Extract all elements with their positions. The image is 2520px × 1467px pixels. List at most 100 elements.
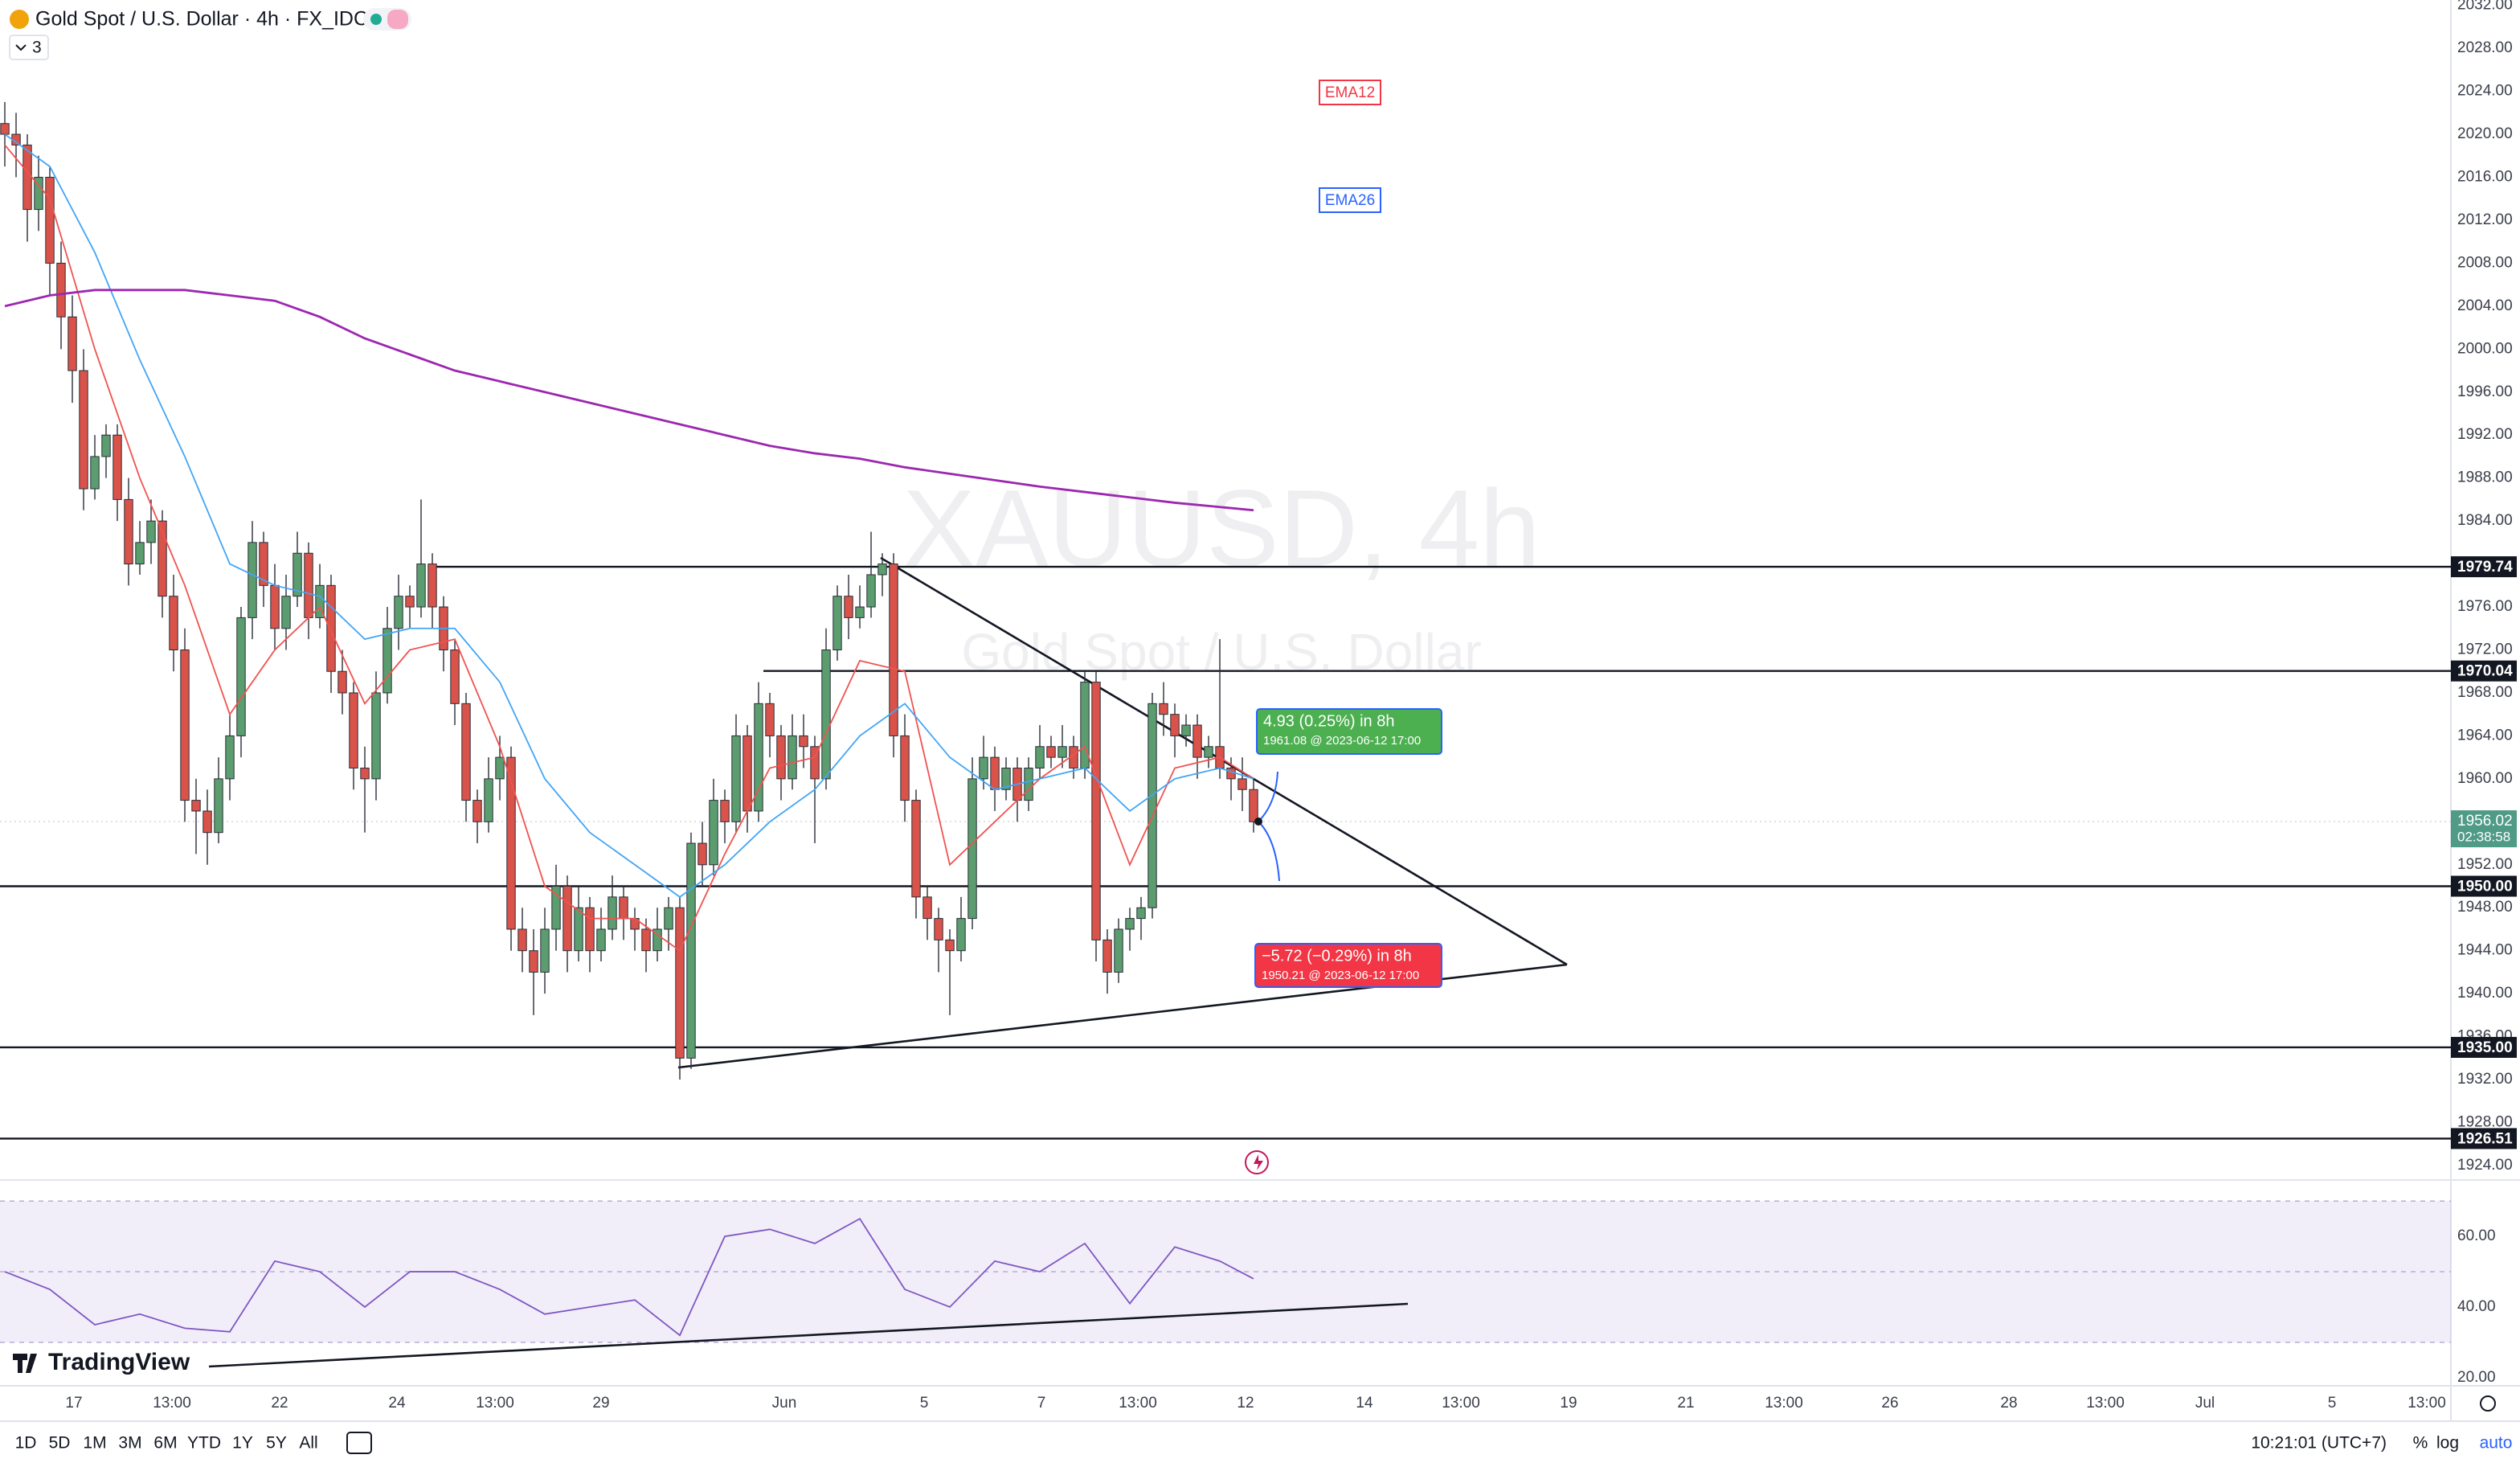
candle-body [855, 606, 865, 618]
candle-body [1001, 768, 1011, 790]
candle-body [956, 918, 966, 952]
symbol-title[interactable]: Gold Spot / U.S. Dollar · 4h · FX_IDC [35, 8, 368, 31]
candle-body [45, 177, 55, 264]
indicator-toggle[interactable] [9, 35, 49, 60]
price-tick-label: 1928.00 [2457, 1114, 2513, 1131]
candle-body [765, 703, 775, 736]
candle-body [1114, 928, 1123, 973]
range-button[interactable]: All [299, 1434, 317, 1453]
range-button[interactable]: 1D [15, 1434, 37, 1453]
range-button[interactable]: YTD [187, 1434, 221, 1453]
candle-body [360, 768, 370, 780]
candle-body [484, 778, 493, 822]
last-price-box [2451, 810, 2517, 848]
price-tick-label: 2016.00 [2457, 169, 2513, 186]
range-button[interactable]: 1Y [232, 1434, 253, 1453]
candle-body [540, 928, 550, 973]
time-tick-label: 26 [1881, 1395, 1898, 1412]
log-toggle[interactable]: log [2436, 1434, 2459, 1453]
candle-body [1181, 724, 1191, 736]
candle-body [326, 584, 336, 672]
candle-body [742, 735, 752, 812]
candle-body [720, 800, 730, 822]
time-tick-label: Jul [2195, 1395, 2215, 1412]
time-tick-label: Jun [772, 1395, 797, 1412]
candle-body [821, 649, 831, 780]
candle-body [652, 928, 662, 952]
price-tick-label: 1992.00 [2457, 426, 2513, 443]
rsi-trendline [208, 1302, 1409, 1368]
level-price-label: 1950.00 [2457, 879, 2513, 895]
candle-body [585, 907, 595, 952]
time-tick-label: 13:00 [1119, 1395, 1157, 1412]
candle-body [135, 542, 145, 565]
price-tick-label: 1996.00 [2457, 383, 2513, 400]
projection-up-detail: 1961.08 @ 2023-06-12 17:00 [1263, 734, 1421, 748]
candle-body [68, 316, 77, 371]
candle-body [934, 918, 943, 940]
price-tick-label: 1988.00 [2457, 469, 2513, 486]
candle-body [22, 144, 32, 211]
range-button[interactable]: 3M [118, 1434, 141, 1453]
projection-up-title: 4.93 (0.25%) in 8h [1263, 712, 1394, 730]
candle-body [686, 842, 696, 1059]
candle-body [450, 649, 460, 704]
price-tick-label: 1972.00 [2457, 641, 2513, 658]
candle-body [405, 596, 415, 608]
price-tick-label: 2012.00 [2457, 211, 2513, 228]
candle-body [248, 542, 257, 618]
candle-body [338, 670, 347, 694]
candle-body [506, 756, 516, 930]
range-button[interactable]: 5Y [266, 1434, 287, 1453]
brand-name: TradingView [48, 1349, 190, 1375]
candle-body [1136, 907, 1146, 920]
settings-icon[interactable] [2480, 1395, 2496, 1412]
projection-down-box [1254, 943, 1442, 988]
candle-body [1249, 789, 1258, 822]
range-button[interactable]: 6M [153, 1434, 177, 1453]
rsi-tick-label: 20.00 [2457, 1369, 2496, 1386]
projection-up-box [1256, 708, 1442, 755]
time-tick-label: 28 [2000, 1395, 2017, 1412]
candle-body [56, 262, 66, 318]
candle-body [259, 542, 268, 586]
candle-body [304, 552, 313, 618]
candle-body [1024, 768, 1033, 801]
candle-body [416, 563, 426, 608]
auto-toggle[interactable]: auto [2480, 1434, 2513, 1453]
level-price-label: 1979.74 [2457, 559, 2513, 576]
calendar-icon[interactable] [346, 1432, 372, 1454]
price-tick-label: 2020.00 [2457, 125, 2513, 142]
price-tick-label: 2000.00 [2457, 340, 2513, 357]
candle-body [990, 756, 1000, 790]
candle-body [1170, 714, 1180, 736]
percent-toggle[interactable]: % [2413, 1434, 2428, 1453]
time-tick-label: 14 [1356, 1395, 1373, 1412]
candle-body [574, 907, 583, 952]
range-button[interactable]: 1M [83, 1434, 106, 1453]
candle-body [889, 563, 898, 736]
candle-body [315, 584, 325, 618]
candle-body [1159, 703, 1168, 715]
candle-body [619, 896, 628, 920]
range-button[interactable]: 5D [49, 1434, 71, 1453]
price-tick-label: 1924.00 [2457, 1157, 2513, 1174]
time-tick-label: 24 [388, 1395, 406, 1412]
projection-up-path [1258, 771, 1278, 822]
watermark-symbol: XAUUSD, 4h [902, 467, 1540, 589]
time-tick-label: 13:00 [1442, 1395, 1480, 1412]
level-price-box [2451, 1128, 2517, 1149]
candle-body [169, 596, 178, 651]
candle-body [124, 498, 133, 565]
time-tick-label: 19 [1560, 1395, 1577, 1412]
indicator-line [4, 289, 1254, 512]
indicator-line [4, 144, 1254, 953]
candle-body [754, 703, 763, 812]
time-tick-label: 5 [2328, 1395, 2337, 1412]
candle-body [529, 950, 538, 973]
projection-down-path [1258, 821, 1280, 882]
price-tick-label: 1940.00 [2457, 985, 2513, 1002]
indicator-line [4, 133, 1254, 898]
indicator-count: 3 [32, 39, 42, 57]
